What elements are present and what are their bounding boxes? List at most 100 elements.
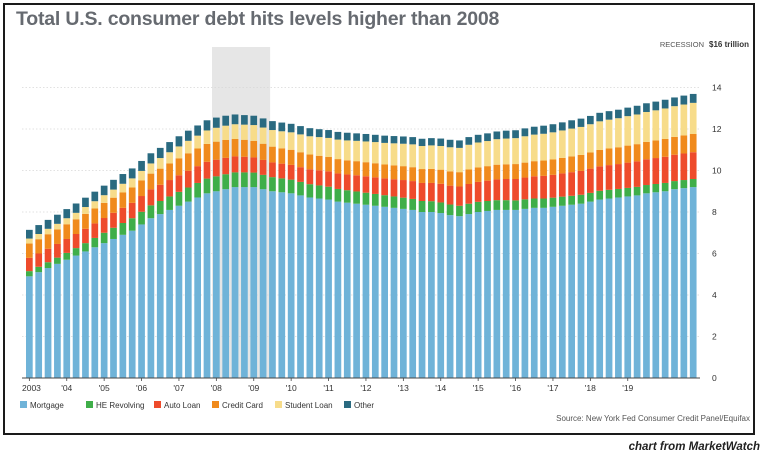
bar-segment-he-revolving	[577, 194, 585, 204]
bar-segment-other	[484, 133, 491, 142]
bar-segment-student-loan	[278, 131, 286, 149]
bar-segment-mortgage	[381, 206, 388, 378]
bar-segment-he-revolving	[596, 190, 604, 200]
x-tick-label: '17	[547, 383, 558, 393]
bar-segment-auto-loan	[661, 156, 669, 183]
bar-segment-other	[241, 115, 248, 125]
bar-segment-auto-loan	[624, 162, 632, 188]
bar-segment-mortgage	[530, 207, 538, 378]
bar-segment-student-loan	[166, 152, 173, 164]
bar-segment-student-loan	[72, 212, 80, 220]
bar-segment-he-revolving	[325, 186, 332, 200]
bar-segment-student-loan	[381, 142, 388, 165]
legend-swatch-credit-card	[212, 401, 219, 408]
bar-segment-he-revolving	[222, 174, 230, 190]
bar-segment-he-revolving	[456, 205, 463, 217]
bar-segment-student-loan	[297, 134, 304, 153]
bar-segment-other	[400, 136, 407, 144]
bar-segment-credit-card	[241, 139, 248, 157]
bar-segment-he-revolving	[343, 190, 351, 203]
bar-segment-credit-card	[334, 159, 342, 174]
bar-segment-auto-loan	[689, 152, 697, 180]
bar-segment-student-loan	[512, 138, 519, 165]
bar-segment-other	[203, 120, 211, 131]
bar-segment-mortgage	[306, 197, 314, 378]
bar-segment-he-revolving	[530, 198, 538, 208]
bar-segment-other	[437, 138, 445, 147]
bar-segment-other	[390, 136, 398, 144]
bar-segment-credit-card	[418, 169, 426, 183]
bar-segment-other	[549, 124, 557, 133]
bar-segment-mortgage	[390, 207, 398, 378]
bar-segment-he-revolving	[35, 266, 43, 273]
bar-segment-auto-loan	[409, 181, 417, 199]
bar-segment-he-revolving	[381, 195, 388, 207]
bar-segment-auto-loan	[605, 165, 613, 190]
legend-swatch-student-loan	[275, 401, 282, 408]
bar-segment-other	[502, 130, 510, 139]
y-tick-label: 8	[712, 207, 717, 217]
bar-segment-auto-loan	[278, 163, 286, 179]
bar-segment-mortgage	[446, 215, 454, 378]
bar-segment-other	[315, 129, 323, 138]
bar-segment-other	[278, 122, 286, 132]
bar-segment-he-revolving	[493, 200, 501, 210]
bar-segment-mortgage	[278, 192, 286, 378]
bar-segment-student-loan	[63, 218, 71, 225]
bar-segment-auto-loan	[400, 180, 407, 198]
bar-segment-mortgage	[325, 199, 332, 378]
bar-segment-other	[175, 136, 183, 147]
x-tick-label: '19	[622, 383, 633, 393]
bar-segment-credit-card	[72, 219, 80, 234]
bar-segment-he-revolving	[156, 201, 164, 215]
bar-segment-auto-loan	[596, 166, 604, 191]
bar-segment-student-loan	[624, 116, 632, 146]
bar-segment-auto-loan	[428, 182, 435, 202]
bar-segment-he-revolving	[558, 196, 566, 206]
bar-segment-student-loan	[250, 125, 258, 141]
bar-segment-he-revolving	[184, 187, 192, 202]
bar-segment-student-loan	[661, 108, 669, 139]
y-tick-label: 2	[712, 332, 717, 342]
bar-segment-other	[184, 130, 192, 141]
bar-segment-he-revolving	[119, 222, 127, 235]
bar-segment-credit-card	[194, 148, 201, 167]
bar-segment-credit-card	[381, 164, 388, 179]
bar-segment-student-loan	[184, 140, 192, 154]
bar-segment-student-loan	[484, 141, 491, 167]
bar-segment-credit-card	[250, 140, 258, 158]
bar-segment-other	[671, 97, 678, 107]
bar-segment-auto-loan	[325, 171, 332, 187]
bar-segment-mortgage	[558, 205, 566, 378]
bar-segment-auto-loan	[231, 156, 239, 173]
bar-segment-credit-card	[437, 169, 445, 184]
bar-segment-student-loan	[147, 163, 155, 174]
bar-segment-he-revolving	[633, 186, 641, 196]
bar-segment-student-loan	[605, 119, 613, 149]
bar-segment-mortgage	[362, 204, 370, 378]
bar-segment-he-revolving	[605, 189, 613, 199]
legend-swatch-other	[344, 401, 351, 408]
bar-segment-mortgage	[549, 206, 557, 378]
y-tick-label: 14	[712, 83, 722, 93]
bar-segment-he-revolving	[231, 172, 239, 188]
bar-segment-credit-card	[138, 180, 145, 197]
bar-segment-he-revolving	[203, 178, 211, 194]
bar-segment-other	[353, 133, 360, 141]
bar-segment-other	[418, 138, 426, 147]
bar-segment-auto-loan	[540, 175, 547, 199]
bar-segment-student-loan	[241, 124, 248, 140]
bar-segment-student-loan	[353, 140, 360, 162]
bar-segment-auto-loan	[82, 228, 89, 244]
bar-segment-mortgage	[418, 212, 426, 378]
bar-segment-mortgage	[334, 201, 342, 378]
bar-segment-he-revolving	[72, 248, 80, 256]
bar-segment-mortgage	[231, 187, 239, 378]
bar-segment-student-loan	[91, 201, 99, 209]
bar-segment-student-loan	[643, 111, 650, 142]
bar-segment-other	[334, 131, 342, 140]
bar-segment-student-loan	[82, 207, 89, 214]
bar-segment-mortgage	[624, 196, 632, 378]
bar-segment-student-loan	[568, 128, 575, 157]
